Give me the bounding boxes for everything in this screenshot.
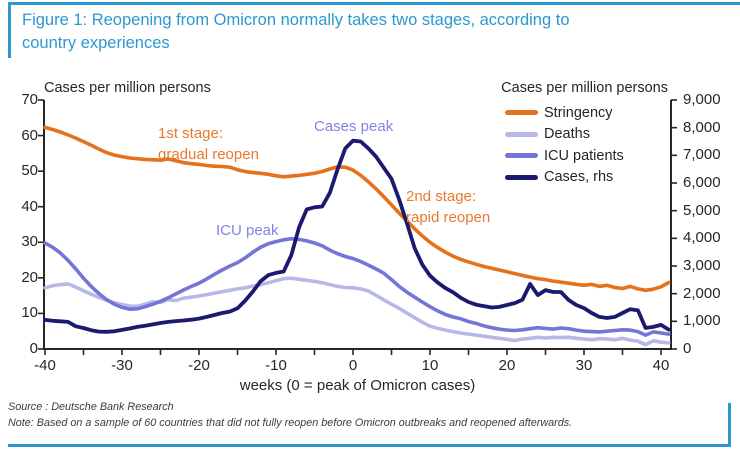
- legend-label: Cases, rhs: [544, 169, 614, 186]
- annotation-stage2: 2nd stage: rapid reopen: [406, 186, 490, 228]
- left-axis-tick-label: 20: [21, 268, 38, 286]
- legend-item-stringency: Stringency: [505, 102, 624, 124]
- legend-label: Deaths: [544, 126, 590, 143]
- x-axis-tick-label: -30: [111, 357, 133, 374]
- legend-swatch-icon: [505, 110, 538, 116]
- left-axis-title: Cases per million persons: [44, 80, 211, 96]
- left-axis-tick-label: 10: [21, 304, 38, 322]
- figure-title-line-2: country experiences: [22, 34, 170, 53]
- series-line-cases-rhs: [43, 138, 671, 334]
- note-text: Note: Based on a sample of 60 countries …: [8, 417, 573, 429]
- left-border-rule: [8, 2, 11, 58]
- series-line-deaths: [43, 276, 671, 347]
- annotation-line: 1st stage:: [158, 125, 224, 142]
- x-axis-label: weeks (0 = peak of Omicron cases): [239, 377, 476, 394]
- right-axis-tick-label: 3,000: [683, 257, 721, 274]
- annotation-icu-peak: ICU peak: [216, 220, 279, 241]
- right-border-rule: [728, 403, 731, 447]
- annotation-cases-peak: Cases peak: [314, 116, 393, 137]
- x-axis-tick-label: -40: [34, 357, 56, 374]
- top-border-rule: [8, 2, 740, 5]
- left-axis-tick-label: 40: [21, 197, 38, 215]
- x-axis-tick-label: 10: [421, 357, 439, 374]
- right-axis-tick-label: 5,000: [683, 201, 721, 219]
- legend-swatch-icon: [505, 174, 538, 180]
- right-axis-title: Cases per million persons: [501, 80, 668, 96]
- right-axis-tick-label: 0: [683, 340, 692, 357]
- legend-item-cases-rhs: Cases, rhs: [505, 167, 624, 189]
- left-axis-tick-label: 50: [21, 162, 38, 180]
- right-axis-tick-label: 8,000: [683, 118, 721, 136]
- right-axis-tick-label: 4,000: [683, 229, 721, 247]
- legend: Stringency Deaths ICU patients Cases, rhs: [505, 102, 624, 188]
- axes: [43, 100, 672, 350]
- series-line-stringency: [43, 125, 671, 293]
- annotation-line: 2nd stage:: [406, 188, 477, 205]
- annotation-line: ICU peak: [216, 222, 279, 239]
- right-axis-tick-label: 9,000: [683, 91, 721, 108]
- left-axis-tick-label: 30: [21, 233, 38, 251]
- legend-label: ICU patients: [544, 147, 624, 164]
- x-axis-tick-label: -10: [265, 357, 287, 374]
- left-axis-tick-label: 0: [29, 340, 38, 357]
- x-axis-tick-label: 0: [348, 357, 358, 374]
- source-text: Source : Deutsche Bank Research: [8, 401, 174, 413]
- right-axis-tick-label: 7,000: [683, 146, 721, 164]
- legend-item-deaths: Deaths: [505, 124, 624, 146]
- legend-item-icu-patients: ICU patients: [505, 145, 624, 167]
- left-axis-tick-label: 60: [21, 126, 38, 144]
- right-axis-tick-label: 1,000: [683, 312, 721, 330]
- right-axis-tick-label: 2,000: [683, 284, 721, 302]
- annotation-line: rapid reopen: [406, 209, 491, 226]
- legend-swatch-icon: [505, 153, 538, 159]
- annotation-stage1: 1st stage: gradual reopen: [158, 123, 259, 165]
- left-axis-tick-label: 70: [21, 91, 38, 108]
- bottom-border-rule: [8, 444, 731, 447]
- figure-title-line-1: Figure 1: Reopening from Omicron normall…: [22, 11, 570, 29]
- figure-title: Figure 1: Reopening from Omicron normall…: [22, 9, 722, 56]
- x-axis-tick-label: 30: [575, 357, 593, 374]
- legend-swatch-icon: [505, 131, 538, 137]
- annotation-line: Cases peak: [314, 118, 394, 135]
- annotation-line: gradual reopen: [158, 146, 259, 163]
- x-axis-tick-label: -20: [188, 357, 210, 374]
- x-axis-tick-label: 20: [498, 357, 516, 374]
- right-axis-tick-label: 6,000: [683, 174, 721, 191]
- x-axis-tick-label: 40: [652, 357, 670, 374]
- series-line-icu-patients: [43, 236, 671, 337]
- legend-label: Stringency: [544, 104, 613, 121]
